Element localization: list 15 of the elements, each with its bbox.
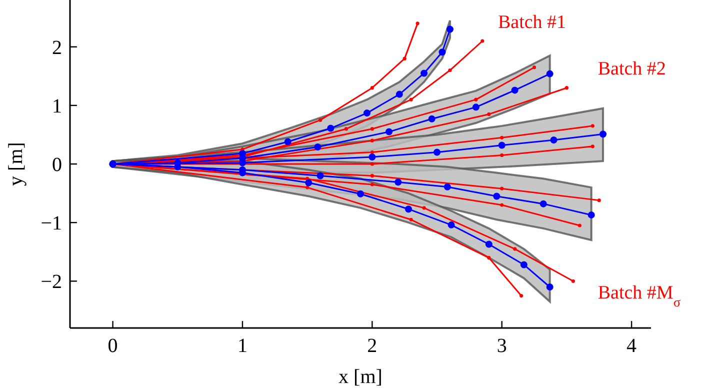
x-tick-label: 4: [626, 335, 637, 357]
y-tick-label: 2: [52, 36, 62, 59]
y-axis-title: y [m]: [5, 142, 27, 186]
text: Batch #1: [498, 12, 566, 33]
x-tick-label: 1: [237, 335, 248, 357]
text: Batch #M$_{σ}$: [598, 282, 680, 310]
x-tick-label: 0: [108, 335, 118, 357]
x-tick-label: 3: [496, 335, 507, 357]
x-axis-title: x [m]: [338, 366, 382, 388]
text: Batch #2: [598, 58, 666, 80]
y-tick-label: 0: [52, 154, 62, 176]
x-tick-label: 2: [367, 335, 378, 357]
y-tick-label: −2: [40, 271, 62, 294]
y-tick-label: 1: [52, 95, 62, 118]
y-tick-label: −1: [40, 212, 62, 235]
